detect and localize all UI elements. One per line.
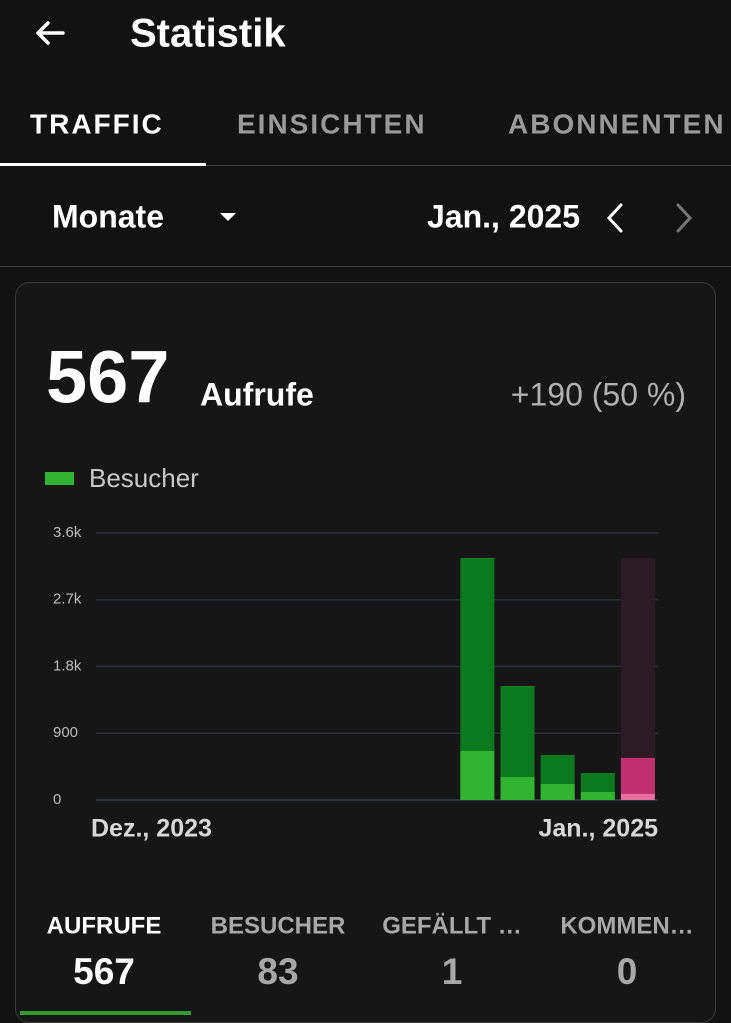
y-tick-label: 3.6k <box>53 524 82 541</box>
stat-value: 567 <box>73 951 135 992</box>
prev-button[interactable] <box>606 203 623 233</box>
y-tick-label: 1.8k <box>53 657 82 674</box>
bar <box>540 783 575 800</box>
back-arrow <box>36 21 65 45</box>
stat-tab[interactable]: AUFRUFE 567 <box>47 912 162 991</box>
tab[interactable]: TRAFFIC <box>30 108 164 139</box>
stat-value: 83 <box>257 951 298 992</box>
stat-value: 1 <box>442 951 463 992</box>
legend-swatch <box>45 472 74 485</box>
y-tick-label: 0 <box>53 791 61 808</box>
x-tick-label: Jan., 2025 <box>538 815 658 843</box>
divider <box>0 165 731 166</box>
stat-label: BESUCHER <box>211 912 346 939</box>
stats-row: AUFRUFE 567 BESUCHER 83 GEFÄLLT … 1 KOMMEN… 0 <box>20 912 694 1015</box>
period-select[interactable]: Monate <box>52 198 164 234</box>
stat-tab[interactable]: KOMMEN… 0 <box>560 912 693 991</box>
dropdown-icon[interactable] <box>220 213 236 221</box>
summary-value: 567 <box>46 336 169 419</box>
bar <box>460 750 495 800</box>
stat-label: AUFRUFE <box>47 912 162 939</box>
back-button[interactable] <box>36 21 65 45</box>
divider <box>0 266 731 267</box>
stat-tab[interactable]: GEFÄLLT … 1 <box>382 912 522 991</box>
stat-indicator <box>20 1011 191 1015</box>
bar <box>580 791 615 800</box>
next-button[interactable] <box>676 203 693 233</box>
y-tick-label: 2.7k <box>53 591 82 608</box>
tab[interactable]: EINSICHTEN <box>237 108 427 139</box>
legend-label: Besucher <box>89 463 199 493</box>
summary-unit: Aufrufe <box>200 376 314 412</box>
bar <box>500 777 535 800</box>
x-tick-label: Dez., 2023 <box>91 815 212 843</box>
stat-label: KOMMEN… <box>560 912 693 939</box>
chart: Besucher 0 900 1.8k 2.7k 3.6k Dez., 2023 Jan., … <box>45 463 658 843</box>
stat-value: 0 <box>617 951 638 992</box>
tab-indicator <box>0 163 206 166</box>
stat-tab[interactable]: BESUCHER 83 <box>211 912 346 991</box>
y-tick-label: 900 <box>53 724 78 741</box>
period-date: Jan., 2025 <box>427 198 580 234</box>
stat-label: GEFÄLLT … <box>382 912 522 939</box>
summary-change: +190 (50 %) <box>511 376 686 412</box>
bar <box>620 757 655 800</box>
bar <box>620 793 655 800</box>
page-title: Statistik <box>130 12 286 56</box>
tab[interactable]: ABONNENTEN <box>508 108 726 139</box>
